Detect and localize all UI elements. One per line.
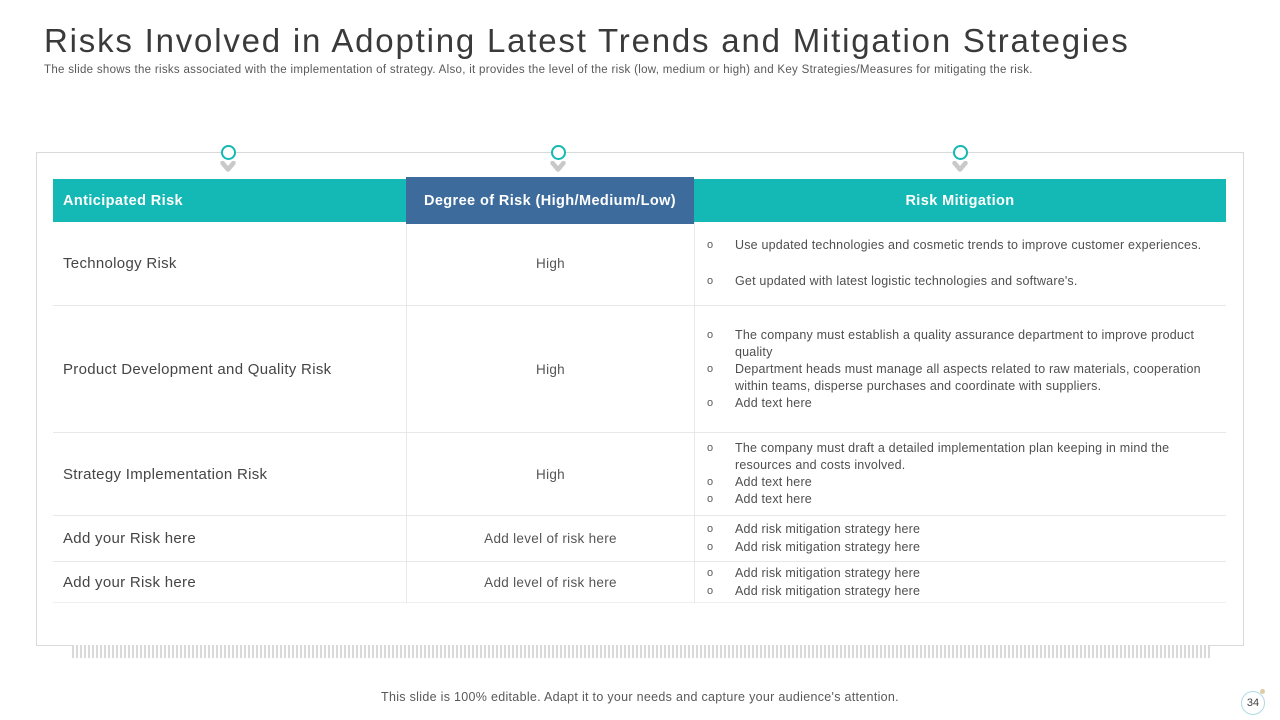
mitigation-item: The company must establish a quality ass…: [699, 327, 1222, 361]
mitigation-item: Add risk mitigation strategy here: [699, 565, 1222, 582]
table-body: Technology Risk High Use updated technol…: [53, 222, 1226, 603]
header-anticipated-risk: Anticipated Risk: [53, 179, 406, 222]
table-row: Add your Risk here Add level of risk her…: [53, 516, 1226, 562]
mitigation-item: Get updated with latest logistic technol…: [699, 273, 1222, 290]
table-panel: Anticipated Risk Degree of Risk (High/Me…: [36, 145, 1244, 646]
column-marker: [220, 145, 236, 174]
mitigation-item: Add text here: [699, 395, 1222, 412]
risk-degree-cell: High: [406, 222, 694, 306]
mitigation-item: The company must draft a detailed implem…: [699, 440, 1222, 474]
risk-mitigation-cell: The company must draft a detailed implem…: [694, 433, 1226, 516]
risk-degree-cell: High: [406, 433, 694, 516]
footer-note: This slide is 100% editable. Adapt it to…: [381, 690, 899, 704]
risk-table: Anticipated Risk Degree of Risk (High/Me…: [53, 177, 1226, 603]
page-number-badge: 34: [1241, 689, 1265, 715]
marker-chevron-down-icon: [220, 161, 236, 172]
mitigation-list: Use updated technologies and cosmetic tr…: [699, 237, 1222, 290]
mitigation-item: Add risk mitigation strategy here: [699, 583, 1222, 600]
marker-circle-icon: [550, 145, 566, 160]
mitigation-item: Use updated technologies and cosmetic tr…: [699, 237, 1222, 254]
risk-degree-cell: Add level of risk here: [406, 516, 694, 562]
risk-mitigation-cell: The company must establish a quality ass…: [694, 306, 1226, 433]
column-marker: [550, 145, 566, 174]
page-title: Risks Involved in Adopting Latest Trends…: [44, 22, 1130, 59]
risk-name-cell: Add your Risk here: [53, 516, 406, 562]
risk-name-cell: Technology Risk: [53, 222, 406, 306]
marker-chevron-down-icon: [550, 161, 566, 172]
risk-name-cell: Add your Risk here: [53, 562, 406, 603]
risk-degree-cell: Add level of risk here: [406, 562, 694, 603]
marker-chevron-down-icon: [952, 161, 968, 172]
mitigation-item: Add text here: [699, 491, 1222, 508]
table-row: Technology Risk High Use updated technol…: [53, 222, 1226, 306]
mitigation-item: Add risk mitigation strategy here: [699, 521, 1222, 538]
decorative-stripe-bar: [72, 645, 1210, 658]
header-degree-of-risk: Degree of Risk (High/Medium/Low): [406, 177, 694, 224]
table-row: Strategy Implementation Risk High The co…: [53, 433, 1226, 516]
mitigation-item: Department heads must manage all aspects…: [699, 361, 1222, 395]
page-number: 34: [1246, 697, 1260, 709]
page-subtitle: The slide shows the risks associated wit…: [44, 64, 1033, 76]
header-risk-mitigation: Risk Mitigation: [694, 179, 1226, 222]
table-header-row: Anticipated Risk Degree of Risk (High/Me…: [53, 177, 1226, 224]
table-row: Add your Risk here Add level of risk her…: [53, 562, 1226, 603]
risk-degree-cell: High: [406, 306, 694, 433]
mitigation-list: The company must establish a quality ass…: [699, 327, 1222, 412]
mitigation-list: The company must draft a detailed implem…: [699, 440, 1222, 508]
mitigation-item: Add text here: [699, 474, 1222, 491]
risk-name-cell: Strategy Implementation Risk: [53, 433, 406, 516]
marker-circle-icon: [952, 145, 968, 160]
badge-dot-icon: [1260, 689, 1265, 694]
mitigation-item: Add risk mitigation strategy here: [699, 539, 1222, 556]
column-marker: [952, 145, 968, 174]
risk-name-cell: Product Development and Quality Risk: [53, 306, 406, 433]
risk-mitigation-cell: Use updated technologies and cosmetic tr…: [694, 222, 1226, 306]
marker-circle-icon: [220, 145, 236, 160]
table-row: Product Development and Quality Risk Hig…: [53, 306, 1226, 433]
